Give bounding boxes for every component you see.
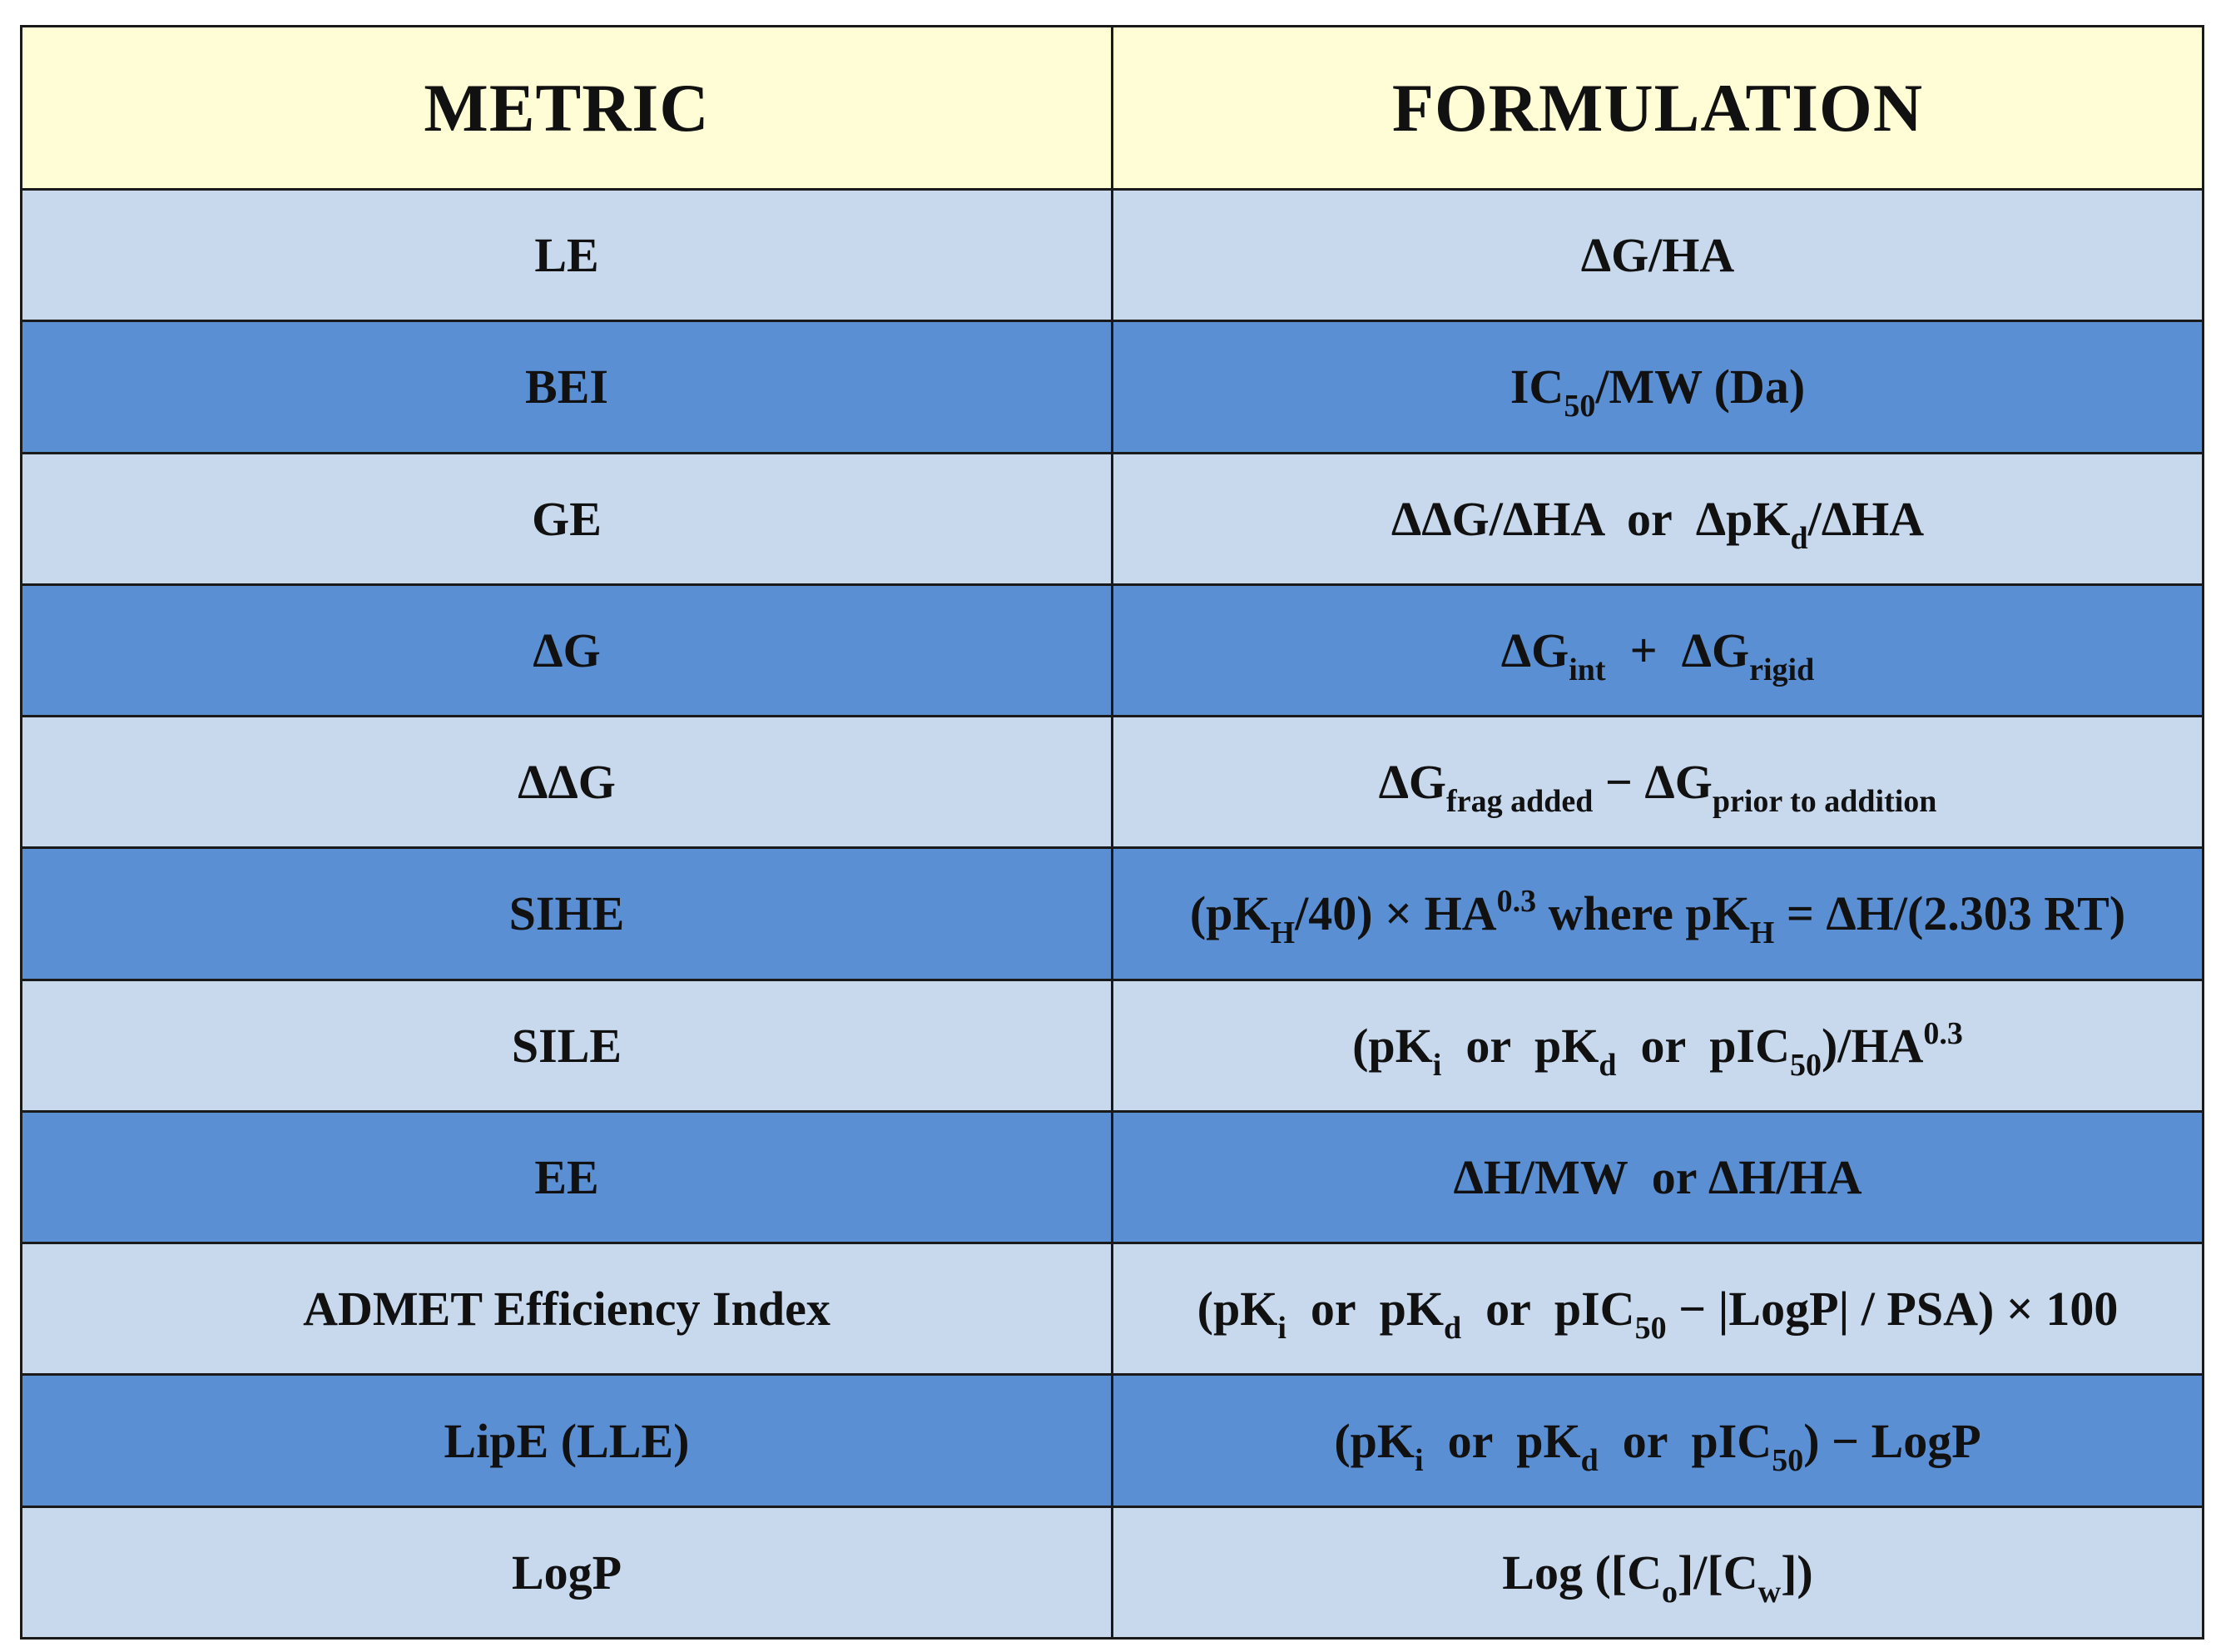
table-row: GE ΔΔG/ΔHA or ΔpKd/ΔHA <box>20 451 2204 586</box>
formula-subscript: frag added <box>1446 784 1594 820</box>
formula-text: or pIC <box>1461 1282 1635 1337</box>
table-row: ΔG ΔGint + ΔGrigid <box>20 583 2204 718</box>
metric-cell: SILE <box>20 978 1113 1113</box>
formula-subscript: prior to addition <box>1712 784 1937 820</box>
metric-cell: BEI <box>20 320 1113 454</box>
metric-cell: LE <box>20 187 1113 323</box>
formula-text: )/HA <box>1821 1018 1924 1073</box>
table-row: LE ΔG/HA <box>20 187 2204 323</box>
formula-subscript: 50 <box>1634 1311 1667 1347</box>
table-row: LipE (LLE) (pKi or pKd or pIC50) − LogP <box>20 1373 2204 1508</box>
formula-text: (pK <box>1189 886 1271 941</box>
formula-text: ΔΔG/ΔHA or ΔpK <box>1391 491 1791 546</box>
formula-subscript: d <box>1790 520 1808 556</box>
formula-text: ΔG/HA <box>1580 228 1735 283</box>
formula-text: − ΔG <box>1593 755 1713 810</box>
formulation-cell: Log ([Co]/[Cw]) <box>1111 1505 2204 1640</box>
formula-text: /MW (Da) <box>1595 360 1806 414</box>
formula-subscript: w <box>1757 1574 1782 1610</box>
formulation-cell: ΔGint + ΔGrigid <box>1111 583 2204 718</box>
formula-text: (pK <box>1334 1413 1415 1468</box>
formula-text: (pK <box>1352 1018 1433 1073</box>
header-row: METRIC FORMULATION <box>20 25 2204 191</box>
formula-subscript: 50 <box>1772 1442 1804 1478</box>
formula-text: ]/[C <box>1677 1545 1758 1600</box>
formula-text: Log ([C <box>1502 1545 1662 1600</box>
formula-subscript: H <box>1749 915 1775 951</box>
table-row: ADMET Efficiency Index (pKi or pKd or pIC… <box>20 1242 2204 1377</box>
formula-text: or pK <box>1423 1413 1581 1468</box>
table-row: LogP Log ([Co]/[Cw]) <box>20 1505 2204 1640</box>
formulation-cell: (pKi or pKd or pIC50 − |LogP| / PSA) × 1… <box>1111 1242 2204 1377</box>
metric-cell: EE <box>20 1109 1113 1245</box>
formula-text: /40) × HA <box>1295 886 1497 941</box>
metric-cell: ΔΔG <box>20 715 1113 850</box>
formula-text: = ΔH/(2.303 RT) <box>1774 886 2126 941</box>
formula-subscript: 50 <box>1564 389 1596 424</box>
formula-text: ΔG <box>1500 623 1569 677</box>
formulation-cell: (pKi or pKd or pIC50)/HA0.3 <box>1111 978 2204 1113</box>
formula-subscript: d <box>1580 1442 1599 1478</box>
formula-subscript: i <box>1415 1442 1424 1478</box>
metrics-table: METRIC FORMULATION LE ΔG/HA BEI IC50/MW (Da… <box>20 25 2204 1640</box>
formula-subscript: o <box>1661 1574 1678 1610</box>
metrics-table-container: METRIC FORMULATION LE ΔG/HA BEI IC50/MW (Da… <box>20 25 2204 1640</box>
formula-text: ]) <box>1781 1545 1813 1600</box>
formula-subscript: int <box>1569 652 1606 687</box>
formula-text: + ΔG <box>1605 623 1750 677</box>
formula-text: IC <box>1510 360 1564 414</box>
metric-cell: GE <box>20 451 1113 586</box>
formulation-cell: (pKH/40) × HA0.3 where pKH = ΔH/(2.303 R… <box>1111 846 2204 981</box>
formula-subscript: d <box>1599 1047 1617 1083</box>
formulation-cell: IC50/MW (Da) <box>1111 320 2204 454</box>
formula-subscript: rigid <box>1749 652 1815 687</box>
formulation-cell: ΔΔG/ΔHA or ΔpKd/ΔHA <box>1111 451 2204 586</box>
table-row: SIHE (pKH/40) × HA0.3 where pKH = ΔH/(2.3… <box>20 846 2204 981</box>
formulation-cell: (pKi or pKd or pIC50) − LogP <box>1111 1373 2204 1508</box>
formula-text: or pK <box>1286 1282 1444 1337</box>
metric-cell: ADMET Efficiency Index <box>20 1242 1113 1377</box>
metric-cell: ΔG <box>20 583 1113 718</box>
formula-text: (pK <box>1197 1282 1278 1337</box>
table-row: SILE (pKi or pKd or pIC50)/HA0.3 <box>20 978 2204 1113</box>
formula-text: ΔG <box>1378 755 1447 810</box>
formula-text: or pK <box>1441 1018 1599 1073</box>
formula-text: /ΔHA <box>1807 491 1925 546</box>
table-row: BEI IC50/MW (Da) <box>20 320 2204 454</box>
table-row: EE ΔH/MW or ΔH/HA <box>20 1109 2204 1245</box>
metric-cell: LipE (LLE) <box>20 1373 1113 1508</box>
formula-subscript: H <box>1270 915 1296 951</box>
table-row: ΔΔG ΔGfrag added − ΔGprior to addition <box>20 715 2204 850</box>
formula-subscript: i <box>1277 1311 1286 1347</box>
formulation-cell: ΔG/HA <box>1111 187 2204 323</box>
formula-text: or pIC <box>1616 1018 1790 1073</box>
formula-text: − |LogP| / PSA) × 100 <box>1666 1282 2119 1337</box>
formula-subscript: d <box>1444 1311 1462 1347</box>
header-metric: METRIC <box>20 25 1113 191</box>
formula-superscript: 0.3 <box>1496 884 1537 920</box>
formula-text: ΔH/MW or ΔH/HA <box>1453 1149 1862 1204</box>
formulation-cell: ΔGfrag added − ΔGprior to addition <box>1111 715 2204 850</box>
table-body: LE ΔG/HA BEI IC50/MW (Da) GE ΔΔG/ΔHA or ΔpKd/… <box>20 187 2204 1640</box>
formula-text: ) − LogP <box>1803 1413 1981 1468</box>
header-formulation: FORMULATION <box>1111 25 2204 191</box>
formulation-cell: ΔH/MW or ΔH/HA <box>1111 1109 2204 1245</box>
formula-superscript: 0.3 <box>1923 1015 1963 1051</box>
formula-subscript: 50 <box>1789 1047 1822 1083</box>
formula-text: or pIC <box>1598 1413 1772 1468</box>
formula-text: where pK <box>1536 886 1750 941</box>
metric-cell: SIHE <box>20 846 1113 981</box>
formula-subscript: i <box>1432 1047 1442 1083</box>
metric-cell: LogP <box>20 1505 1113 1640</box>
